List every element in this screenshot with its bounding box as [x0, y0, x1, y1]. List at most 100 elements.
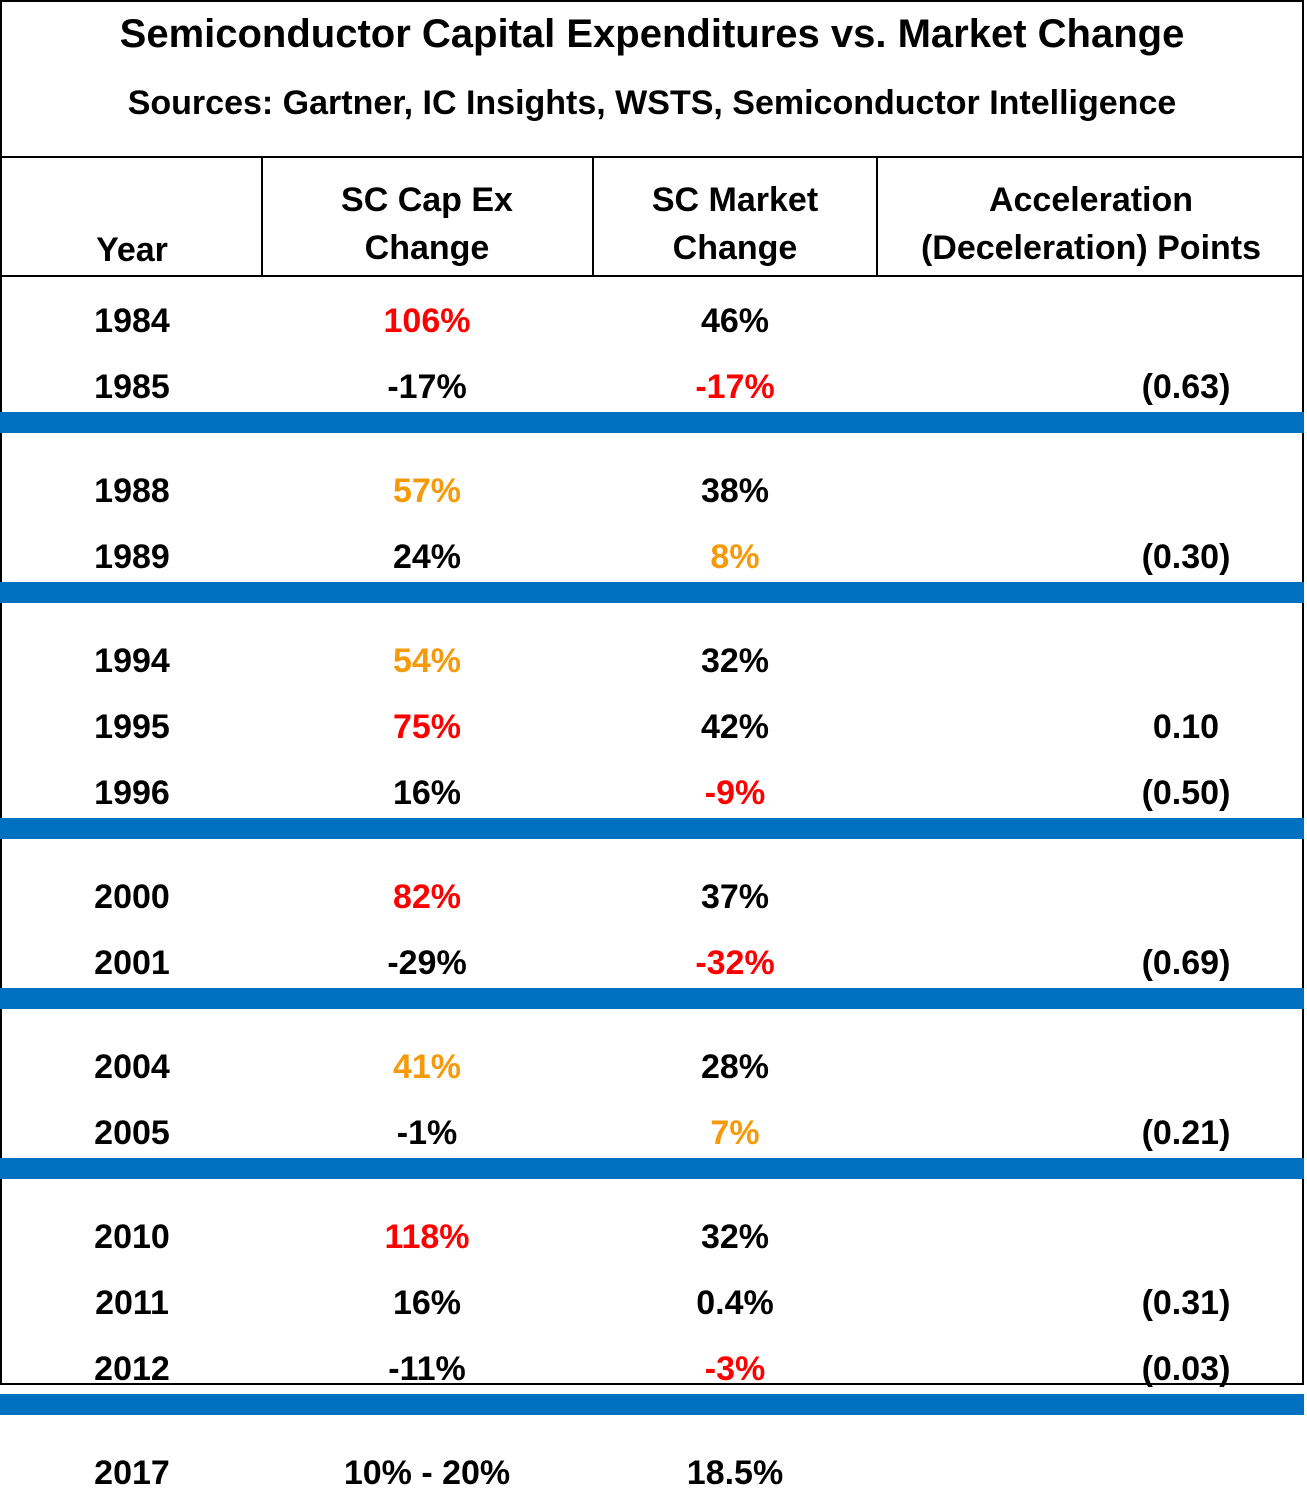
page-subtitle: Sources: Gartner, IC Insights, WSTS, Sem…	[127, 84, 1177, 122]
capex-change-cell: 57%	[392, 472, 462, 510]
market-change-cell: 32%	[700, 642, 770, 680]
accel-points-cell: (0.21)	[1141, 1114, 1231, 1152]
header-year-label: Year	[96, 231, 168, 269]
year-cell: 1996	[94, 774, 170, 812]
capex-change-cell: 75%	[392, 708, 462, 746]
table-row: 2005 -1% 7% (0.21)	[0, 1100, 1304, 1166]
table-row: 2010 118% 32%	[0, 1204, 1304, 1270]
year-cell: 2004	[94, 1048, 170, 1086]
table-row: 1985 -17% -17% (0.63)	[0, 354, 1304, 420]
year-cell: 1985	[94, 368, 170, 406]
accel-points-cell: (0.31)	[1141, 1284, 1231, 1322]
market-change-cell: 42%	[700, 708, 770, 746]
group-separator-band	[0, 412, 1304, 433]
capex-change-cell: 10% - 20%	[343, 1454, 511, 1492]
year-cell: 1989	[94, 538, 170, 576]
table-row: 2017 10% - 20% 18.5%	[0, 1440, 1304, 1506]
header-year: Year	[32, 226, 232, 274]
accel-points-cell: (0.50)	[1141, 774, 1231, 812]
group-separator-band	[0, 988, 1304, 1009]
market-change-cell: 46%	[700, 302, 770, 340]
market-change-cell: 38%	[700, 472, 770, 510]
year-cell: 1995	[94, 708, 170, 746]
group-separator-band	[0, 818, 1304, 839]
accel-points-cell: (0.69)	[1141, 944, 1231, 982]
year-cell: 2017	[94, 1454, 170, 1492]
header-bottom-rule	[0, 275, 1304, 277]
year-cell: 2005	[94, 1114, 170, 1152]
market-change-cell: -17%	[695, 368, 775, 406]
market-change-cell: -3%	[704, 1350, 766, 1388]
accel-points-cell	[1086, 1204, 1286, 1270]
capex-change-cell: -11%	[388, 1350, 466, 1388]
capex-change-cell: 106%	[383, 302, 471, 340]
column-divider	[592, 157, 594, 276]
header-top-rule	[0, 156, 1304, 158]
header-capex: SC Cap Ex Change	[262, 176, 592, 272]
year-cell: 2011	[95, 1284, 169, 1322]
table-row: 1994 54% 32%	[0, 628, 1304, 694]
header-market-line2: Change	[672, 229, 798, 267]
table-row: 2004 41% 28%	[0, 1034, 1304, 1100]
market-change-cell: 18.5%	[686, 1454, 784, 1492]
market-change-cell: 0.4%	[696, 1284, 774, 1322]
table-frame	[0, 0, 1304, 1385]
capex-change-cell: 118%	[384, 1218, 470, 1256]
column-divider	[261, 157, 263, 276]
header-accel: Acceleration (Deceleration) Points	[878, 176, 1304, 272]
capex-change-cell: -1%	[396, 1114, 458, 1152]
table-row: 1989 24% 8% (0.30)	[0, 524, 1304, 590]
accel-points-cell	[1086, 288, 1286, 354]
table-row: 1996 16% -9% (0.50)	[0, 760, 1304, 826]
table-row: 1995 75% 42% 0.10	[0, 694, 1304, 760]
accel-points-cell	[1086, 864, 1286, 930]
market-change-cell: -9%	[704, 774, 766, 812]
accel-points-cell	[1086, 458, 1286, 524]
market-change-cell: 32%	[700, 1218, 770, 1256]
accel-points-cell: (0.63)	[1141, 368, 1231, 406]
accel-points-cell	[1086, 1440, 1286, 1506]
table-row: 2012 -11% -3% (0.03)	[0, 1336, 1304, 1402]
capex-change-cell: 16%	[392, 774, 462, 812]
column-divider	[876, 157, 878, 276]
year-cell: 1984	[94, 302, 170, 340]
market-change-cell: -32%	[695, 944, 775, 982]
market-change-cell: 7%	[710, 1114, 760, 1152]
group-separator-band	[0, 1158, 1304, 1179]
header-market: SC Market Change	[594, 176, 876, 272]
header-capex-line1: SC Cap Ex	[341, 181, 513, 219]
capex-change-cell: 82%	[392, 878, 462, 916]
year-cell: 2010	[94, 1218, 170, 1256]
group-separator-band	[0, 1394, 1304, 1415]
table-row: 2011 16% 0.4% (0.31)	[0, 1270, 1304, 1336]
year-cell: 1988	[94, 472, 170, 510]
capex-change-cell: -17%	[387, 368, 467, 406]
year-cell: 2001	[94, 944, 170, 982]
table-row: 2000 82% 37%	[0, 864, 1304, 930]
group-separator-band	[0, 582, 1304, 603]
accel-points-cell	[1086, 628, 1286, 694]
page-title: Semiconductor Capital Expenditures vs. M…	[119, 12, 1185, 56]
capex-change-cell: 41%	[392, 1048, 462, 1086]
year-cell: 2000	[94, 878, 170, 916]
header-accel-line2: (Deceleration) Points	[920, 229, 1262, 267]
year-cell: 2012	[94, 1350, 170, 1388]
accel-points-cell: (0.03)	[1141, 1350, 1231, 1388]
capex-change-cell: 24%	[392, 538, 462, 576]
accel-points-cell: (0.30)	[1141, 538, 1231, 576]
market-change-cell: 8%	[710, 538, 760, 576]
year-cell: 1994	[94, 642, 170, 680]
header-market-line1: SC Market	[651, 181, 819, 219]
capex-change-cell: 16%	[392, 1284, 462, 1322]
table-row: 2001 -29% -32% (0.69)	[0, 930, 1304, 996]
table-row: 1988 57% 38%	[0, 458, 1304, 524]
market-change-cell: 37%	[700, 878, 770, 916]
header-accel-line1: Acceleration	[988, 181, 1194, 219]
capex-change-cell: 54%	[392, 642, 462, 680]
market-change-cell: 28%	[700, 1048, 770, 1086]
capex-change-cell: -29%	[387, 944, 467, 982]
accel-points-cell	[1086, 1034, 1286, 1100]
header-capex-line2: Change	[364, 229, 490, 267]
table-row: 1984 106% 46%	[0, 288, 1304, 354]
accel-points-cell: 0.10	[1152, 708, 1220, 746]
